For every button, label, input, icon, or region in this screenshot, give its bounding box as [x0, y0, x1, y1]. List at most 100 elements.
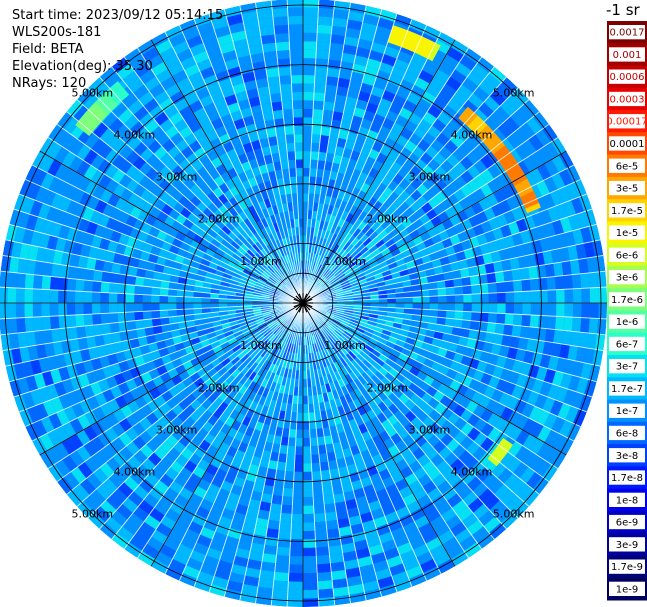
range-gate	[583, 241, 595, 259]
range-gate	[505, 292, 515, 304]
range-gate	[483, 95, 501, 113]
range-gate	[393, 196, 405, 208]
range-gate	[357, 221, 367, 231]
range-gate	[556, 303, 565, 318]
range-gate	[310, 261, 314, 271]
range-gate	[472, 108, 489, 125]
range-gate	[319, 266, 327, 275]
colorbar-tick-label: 6e-8	[616, 429, 639, 440]
range-gate	[330, 34, 346, 45]
range-gate	[377, 204, 388, 216]
range-gate	[41, 288, 50, 303]
range-gate	[523, 215, 537, 231]
range-gate	[471, 201, 484, 216]
ring-label: 4.00km	[114, 128, 156, 141]
range-gate	[349, 279, 359, 285]
range-gate	[501, 259, 512, 272]
range-gate	[514, 144, 530, 161]
range-gate	[101, 322, 112, 335]
range-gate	[323, 101, 336, 112]
range-gate	[431, 258, 442, 269]
range-gate	[151, 310, 161, 319]
range-gate	[142, 294, 152, 303]
range-gate	[325, 519, 339, 530]
range-gate	[387, 303, 396, 309]
range-gate	[326, 67, 341, 78]
range-gate	[270, 93, 283, 103]
range-gate	[422, 111, 438, 126]
range-gate	[488, 303, 498, 314]
range-gate	[58, 276, 68, 291]
range-gate	[568, 214, 581, 232]
range-gate	[7, 286, 17, 303]
range-gate	[293, 471, 303, 481]
range-gate	[353, 207, 363, 219]
range-gate	[500, 224, 512, 239]
range-gate	[340, 263, 349, 272]
range-gate	[308, 193, 315, 203]
colorbar-tick-label: 0.00017	[606, 117, 647, 128]
range-gate	[516, 105, 534, 123]
range-gate	[333, 102, 346, 114]
range-gate	[495, 213, 509, 228]
range-gate	[312, 109, 324, 119]
range-gate	[142, 302, 152, 312]
range-gate	[433, 265, 444, 276]
range-gate	[571, 197, 585, 215]
range-gate	[357, 90, 372, 103]
range-gate	[323, 249, 330, 258]
range-gate	[342, 44, 359, 56]
range-gate	[91, 302, 101, 314]
range-gate	[384, 82, 400, 95]
ring-label: 2.00km	[367, 213, 409, 226]
range-gate	[83, 302, 93, 315]
range-gate	[372, 33, 390, 47]
range-gate	[403, 308, 413, 315]
range-gate	[478, 197, 492, 212]
range-gate	[511, 268, 522, 282]
range-gate	[292, 100, 304, 109]
range-gate	[337, 273, 346, 281]
range-gate	[378, 298, 388, 304]
range-gate	[563, 200, 577, 218]
range-gate	[447, 253, 459, 264]
range-gate	[350, 281, 360, 288]
range-gate	[331, 25, 348, 37]
range-gate	[332, 154, 343, 165]
range-gate	[328, 136, 339, 147]
range-gate	[442, 54, 460, 70]
range-gate	[364, 66, 380, 79]
range-gate	[549, 189, 564, 207]
range-gate	[375, 25, 393, 39]
range-gate	[336, 259, 345, 268]
range-gate	[0, 302, 8, 319]
range-gate	[350, 263, 360, 271]
range-gate	[302, 581, 318, 591]
range-gate	[474, 254, 485, 267]
ring-label: 2.00km	[198, 213, 240, 226]
range-gate	[485, 193, 499, 208]
range-gate	[302, 454, 312, 464]
range-gate	[437, 111, 453, 127]
range-gate	[291, 83, 304, 93]
range-gate	[332, 17, 349, 28]
range-gate	[513, 127, 529, 145]
range-gate	[372, 235, 382, 245]
range-gate	[580, 273, 590, 290]
range-gate	[357, 258, 367, 267]
range-gate	[318, 265, 325, 274]
range-gate	[0, 270, 10, 288]
range-gate	[310, 159, 319, 169]
range-gate	[361, 265, 371, 273]
range-gate	[378, 303, 388, 308]
range-gate	[296, 184, 304, 194]
range-gate	[489, 89, 507, 107]
range-gate	[417, 270, 427, 279]
range-gate	[596, 271, 607, 289]
range-gate	[329, 242, 337, 252]
range-gate	[343, 289, 353, 295]
range-gate	[307, 201, 314, 211]
range-gate	[445, 76, 463, 92]
range-gate	[388, 228, 399, 239]
